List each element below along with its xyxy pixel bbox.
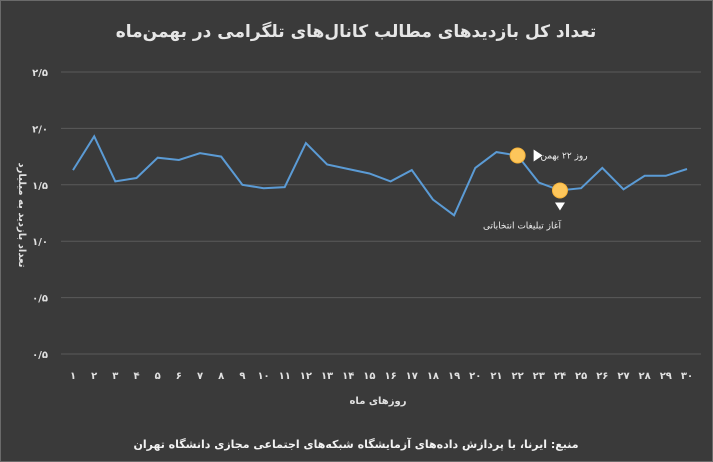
x-tick-label: ۲	[91, 371, 97, 382]
y-tick-label: ۱/۰	[32, 237, 48, 248]
chart-title: تعداد کل بازدیدهای مطالب کانال‌های تلگرا…	[116, 21, 597, 42]
gridlines	[61, 71, 701, 355]
x-tick-label: ۱۲	[300, 371, 312, 382]
x-tick-label: ۶	[176, 371, 182, 382]
x-tick-label: ۳	[112, 371, 118, 382]
annotation-marker	[551, 182, 568, 199]
x-tick-label: ۱	[70, 371, 76, 382]
annotation-marker	[509, 147, 526, 164]
annotations: روز ۲۲ بهمن آغاز تبلیغات انتخاباتی	[483, 147, 588, 231]
annotation-arrow	[533, 149, 543, 162]
x-tick-label: ۲۸	[639, 371, 651, 382]
x-tick-label: ۹	[239, 371, 245, 382]
x-tick-label: ۲۶	[596, 371, 608, 382]
x-tick-label: ۳۰	[681, 371, 693, 382]
x-tick-label: ۱۴	[342, 371, 354, 382]
y-tick-labels: ۰/۵ ۰/۵ ۱/۰ ۱/۵ ۲/۰ ۲/۵	[32, 68, 48, 361]
y-axis-label: تعداد بازدید به میلیارد	[16, 162, 27, 267]
x-tick-label: ۸	[218, 371, 224, 382]
x-tick-label: ۵	[155, 371, 161, 382]
x-tick-label: ۱۸	[427, 371, 439, 382]
x-tick-label: ۱۰	[257, 371, 269, 382]
x-tick-label: ۲۲	[512, 371, 524, 382]
annotation-label: روز ۲۲ بهمن	[540, 151, 587, 161]
x-tick-label: ۲۰	[469, 371, 481, 382]
x-tick-label: ۱۷	[406, 371, 418, 382]
x-tick-label: ۲۹	[660, 371, 672, 382]
y-tick-label: ۱/۵	[32, 181, 48, 192]
x-tick-label: ۱۳	[321, 371, 333, 382]
y-tick-label: ۲/۵	[32, 68, 48, 79]
x-tick-label: ۱۹	[448, 371, 460, 382]
x-tick-labels: ۱ ۲ ۳ ۴ ۵ ۶ ۷ ۸ ۹ ۱۰ ۱۱ ۱۲ ۱۳ ۱۴ ۱۵ ۱۶ ۱۷ ۱۸ ۱۹ ۲۰ ۲۱ ۲۲ ۲۳ ۲۴ ۲…	[70, 371, 693, 382]
x-tick-label: ۲۷	[617, 371, 629, 382]
y-tick-label: ۰/۵	[32, 350, 48, 361]
x-tick-label: ۴	[133, 371, 139, 382]
annotation-arrow	[554, 202, 565, 211]
source-note: منبع: ایرنا، با پردازش داده‌های آزمایشگا…	[133, 437, 578, 451]
series-line	[72, 134, 688, 217]
x-tick-label: ۱۵	[363, 371, 375, 382]
x-tick-label: ۲۴	[554, 371, 566, 382]
x-tick-label: ۲۳	[533, 371, 545, 382]
x-tick-label: ۱۶	[384, 371, 396, 382]
x-tick-label: ۲۵	[575, 371, 587, 382]
x-tick-label: ۲۱	[490, 371, 502, 382]
x-tick-label: ۷	[197, 371, 203, 382]
x-tick-label: ۱۱	[279, 371, 291, 382]
y-tick-label: ۲/۰	[32, 124, 48, 135]
y-tick-label: ۰/۵	[32, 294, 48, 305]
series-group	[72, 134, 688, 217]
annotation-label: آغاز تبلیغات انتخاباتی	[483, 219, 562, 231]
x-axis-label: روزهای ماه	[350, 396, 407, 407]
